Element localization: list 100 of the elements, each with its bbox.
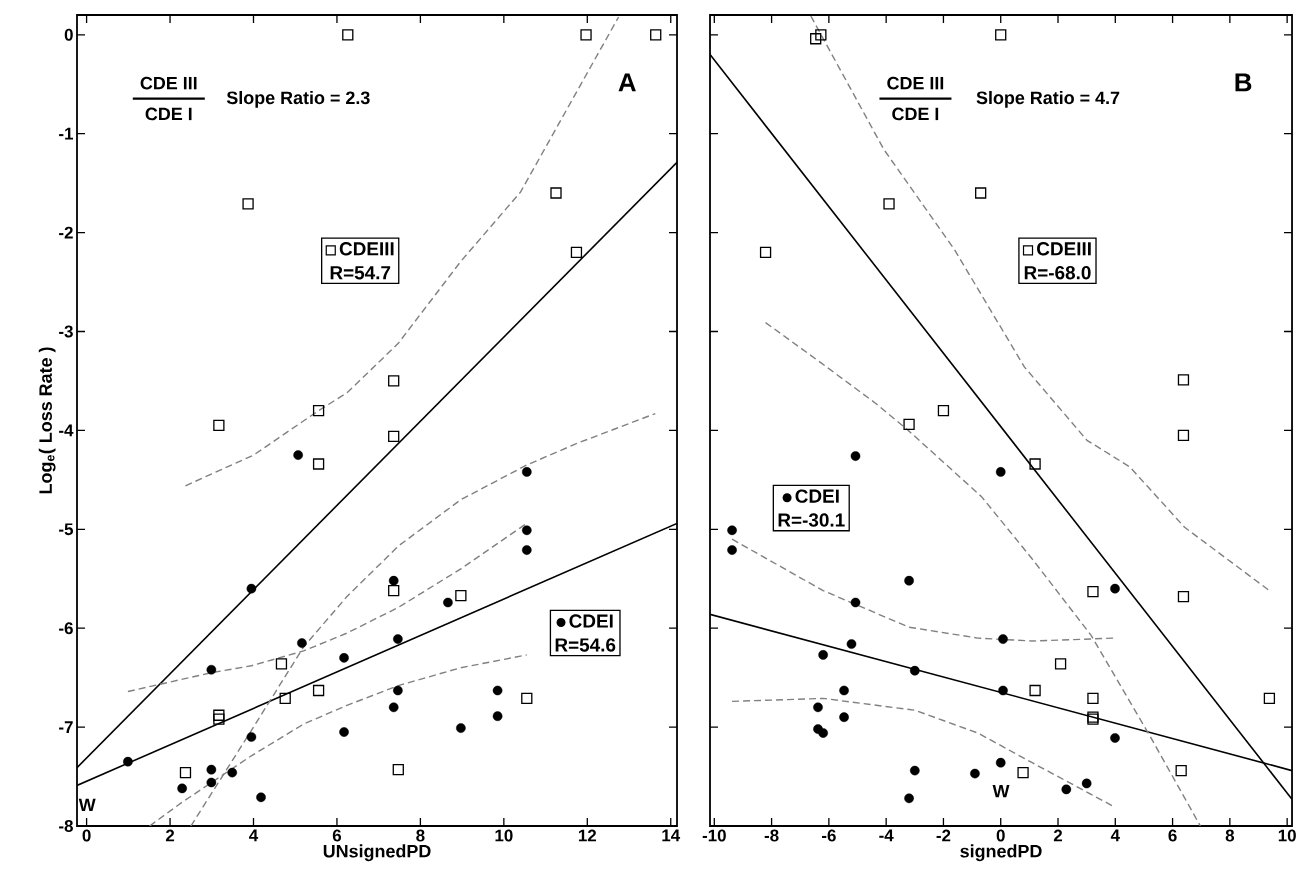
point — [213, 419, 225, 432]
point — [456, 723, 466, 733]
point — [998, 685, 1008, 696]
annotation: CDE I — [145, 107, 192, 121]
y-tick-label: -7 — [59, 721, 73, 733]
point — [213, 713, 225, 725]
point — [727, 545, 737, 555]
x-tick-label: 4 — [249, 829, 259, 842]
annotation: W — [992, 784, 1010, 798]
point — [650, 29, 662, 41]
point — [123, 756, 133, 767]
point — [206, 777, 217, 788]
x-tick-label: -8 — [764, 829, 779, 842]
point — [759, 246, 772, 259]
annotation: R=54.6 — [555, 638, 616, 652]
point — [443, 597, 453, 608]
point — [850, 451, 861, 461]
point — [279, 692, 291, 705]
point — [1087, 585, 1099, 598]
point — [1175, 764, 1187, 777]
point — [455, 589, 467, 602]
x-axis-title: UNsignedPD — [323, 844, 431, 862]
annotation: CDE III — [887, 76, 944, 90]
x-tick-label: -4 — [879, 829, 894, 842]
annotation: R=-30.1 — [778, 513, 845, 527]
point — [521, 692, 533, 705]
annotation: Slope Ratio = 2.3 — [226, 90, 370, 108]
annotation: CDE I — [892, 107, 939, 121]
x-tick-label: -6 — [822, 829, 836, 842]
point — [903, 418, 915, 431]
point — [388, 375, 400, 387]
x-tick-label: 4 — [1110, 829, 1120, 842]
point — [998, 634, 1008, 644]
x-tick-label: 12 — [578, 829, 597, 842]
point — [1081, 778, 1092, 789]
y-axis-title: Log$_{e}$( Loss Rate ) — [38, 347, 56, 494]
x-tick-label: 6 — [1168, 829, 1177, 842]
y-tick-label: -1 — [59, 127, 74, 140]
point — [492, 711, 503, 722]
y-tick-label: -2 — [59, 226, 73, 239]
point — [883, 198, 895, 210]
point — [910, 765, 920, 776]
point — [293, 450, 303, 460]
annotation: B — [1235, 73, 1252, 92]
point — [910, 665, 920, 676]
x-tick-label: 2 — [165, 829, 175, 842]
point — [818, 650, 828, 660]
point — [937, 404, 950, 417]
annotation: A — [618, 73, 636, 92]
point — [297, 638, 307, 648]
point — [392, 763, 404, 776]
point — [522, 467, 532, 477]
point — [580, 29, 592, 41]
point — [1061, 784, 1072, 795]
point — [846, 639, 857, 649]
point — [393, 634, 403, 644]
y-tick-label: -8 — [59, 820, 73, 832]
point — [1054, 658, 1067, 670]
annotation: R=-68.0 — [1024, 265, 1091, 280]
point — [393, 685, 403, 696]
x-tick-label: 0 — [996, 829, 1005, 842]
point — [1029, 684, 1041, 697]
annotation: R=54.7 — [330, 266, 391, 280]
x-tick-label: 8 — [416, 829, 425, 842]
point — [339, 653, 349, 663]
point — [492, 685, 503, 696]
y-tick-label: -3 — [59, 325, 73, 338]
point — [388, 575, 399, 586]
x-tick-label: -10 — [702, 829, 726, 842]
point — [1110, 733, 1120, 743]
x-tick-label: 14 — [662, 829, 681, 842]
point — [550, 187, 562, 199]
annotation: CDE III — [140, 76, 197, 90]
x-tick-label: 2 — [1053, 829, 1063, 842]
point — [995, 29, 1007, 41]
legend-label: CDEI — [569, 614, 613, 628]
point — [1177, 590, 1190, 603]
point — [388, 430, 400, 442]
point — [312, 458, 325, 470]
point — [1177, 429, 1190, 441]
annotation: W — [78, 798, 96, 812]
point — [342, 29, 354, 41]
x-tick-label: 6 — [332, 829, 342, 842]
point — [179, 766, 192, 779]
point — [339, 727, 349, 737]
point — [570, 246, 583, 259]
legend-label: CDEI — [795, 489, 839, 503]
point — [813, 702, 823, 713]
legend-label: CDEIII — [1037, 242, 1091, 256]
point — [522, 545, 532, 555]
x-tick-label: 8 — [1225, 829, 1235, 842]
point — [818, 728, 828, 738]
point — [312, 684, 325, 697]
point — [177, 783, 187, 794]
x-tick-label: 0 — [82, 829, 91, 842]
point — [388, 702, 399, 713]
point — [970, 768, 980, 779]
line-series — [184, 16, 620, 487]
y-tick-label: -6 — [59, 622, 73, 635]
point — [388, 584, 400, 597]
